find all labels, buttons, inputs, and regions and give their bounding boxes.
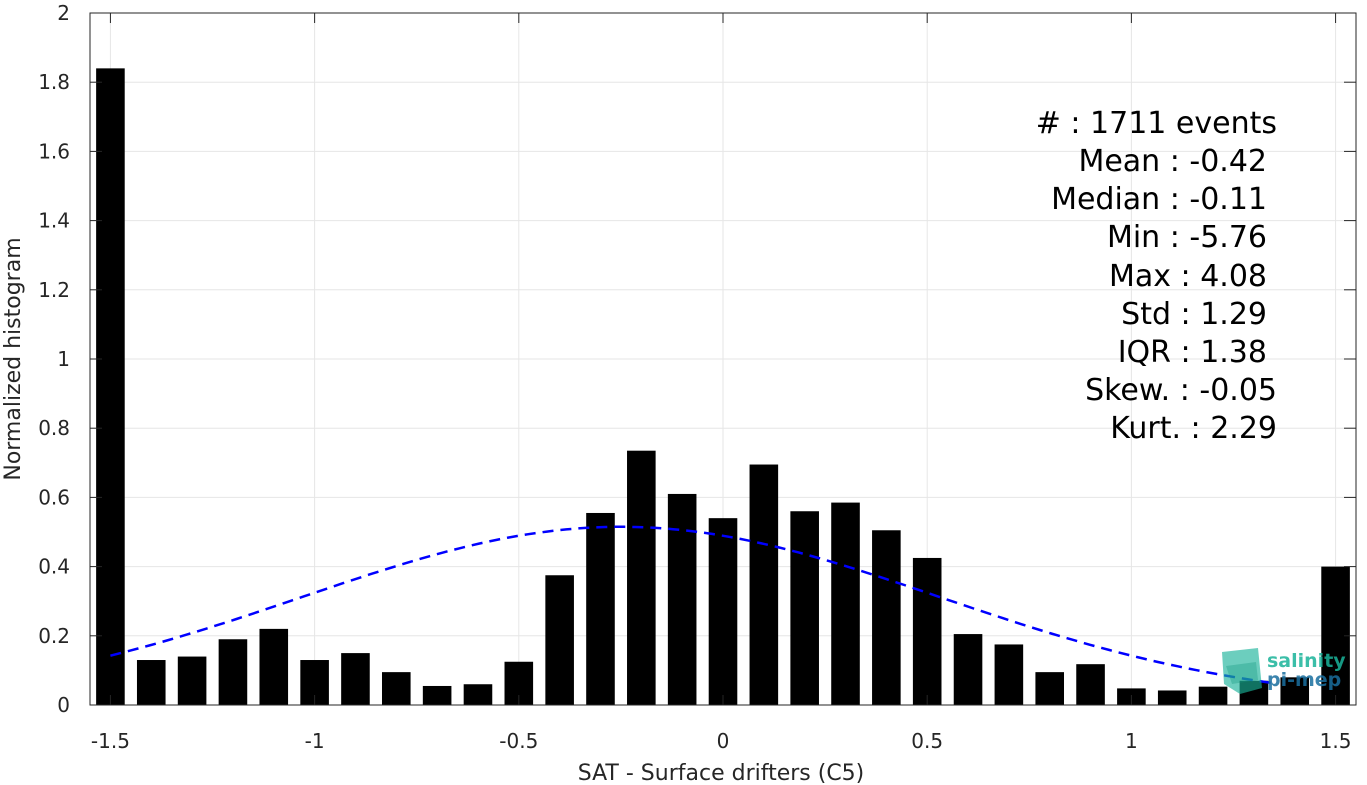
histogram-bar (953, 634, 983, 705)
stats-box: # : 1711 events Mean : -0.42 Median : -0… (1036, 106, 1277, 446)
histogram-bar (1198, 686, 1228, 705)
x-tick-label: 1 (1125, 729, 1138, 753)
y-tick-label: 2 (57, 1, 70, 25)
histogram-bar (831, 502, 860, 705)
y-tick-label: 0.8 (38, 416, 70, 440)
y-tick-label: 1.8 (38, 70, 70, 94)
histogram-bar (912, 557, 942, 705)
y-tick-label: 0.4 (38, 555, 70, 579)
histogram-bar (994, 644, 1024, 705)
stat-skew: Skew. : -0.05 (1085, 373, 1277, 408)
logo-text-salinity: salinity (1267, 650, 1346, 672)
histogram-bar (667, 493, 697, 705)
y-tick-label: 0.2 (38, 624, 70, 648)
histogram-bar (749, 464, 779, 705)
histogram-bar (627, 450, 656, 705)
y-tick-label: 1.2 (38, 278, 70, 302)
y-tick-label: 0.6 (38, 485, 70, 509)
logo-text-pimep: pi-mep (1267, 669, 1341, 691)
x-tick-label: -1.5 (91, 729, 130, 753)
stat-median: Median : -0.11 (1051, 182, 1267, 217)
x-tick-label: 1.5 (1320, 729, 1352, 753)
histogram-bar (96, 68, 125, 706)
histogram-bar (586, 512, 615, 705)
histogram-bar (1076, 664, 1105, 705)
histogram-bar (708, 518, 738, 705)
x-tick-label: -1 (305, 729, 325, 753)
histogram-bar (259, 628, 289, 705)
histogram-bar (545, 575, 574, 705)
histogram-bar (177, 656, 207, 705)
x-tick-label: 0 (717, 729, 730, 753)
salinity-pimep-logo: salinity pi-mep (1222, 648, 1346, 694)
histogram-bar (422, 685, 452, 705)
y-tick-label: 1.6 (38, 139, 70, 163)
histogram-bar (463, 684, 493, 705)
stat-events: # : 1711 events (1036, 106, 1277, 141)
histogram-bar (872, 530, 901, 705)
histogram-bar (218, 639, 248, 705)
y-tick-label: 0 (57, 693, 70, 717)
histogram-bar (1035, 672, 1065, 705)
stat-min: Min : -5.76 (1107, 220, 1267, 255)
histogram-bar (136, 660, 166, 705)
y-tick-label: 1 (57, 347, 70, 371)
normal-fit-curve (110, 525, 1275, 685)
y-axis-label: Normalized histogram (1, 237, 26, 480)
histogram-bar (341, 653, 370, 705)
stat-std: Std : 1.29 (1121, 297, 1267, 332)
histogram-bar (790, 511, 819, 705)
histogram-bar (381, 672, 411, 705)
x-tick-label: 0.5 (911, 729, 943, 753)
x-axis-label: SAT - Surface drifters (C5) (578, 761, 865, 785)
histogram-bars (96, 68, 1350, 706)
axis-ticks: -1.5 -1 -0.5 0 0.5 1 1.5 0 0.2 0.4 0.6 0.8 1 1.2 1.4 1.… (38, 1, 1356, 753)
stat-mean: Mean : -0.42 (1078, 144, 1267, 179)
histogram-bar (1157, 690, 1187, 705)
histogram-bar (1280, 677, 1310, 705)
y-tick-label: 1.4 (38, 209, 70, 233)
stat-kurt: Kurt. : 2.29 (1110, 411, 1277, 446)
stat-iqr: IQR : 1.38 (1118, 335, 1267, 370)
x-tick-label: -0.5 (499, 729, 538, 753)
stat-max: Max : 4.08 (1109, 259, 1267, 294)
